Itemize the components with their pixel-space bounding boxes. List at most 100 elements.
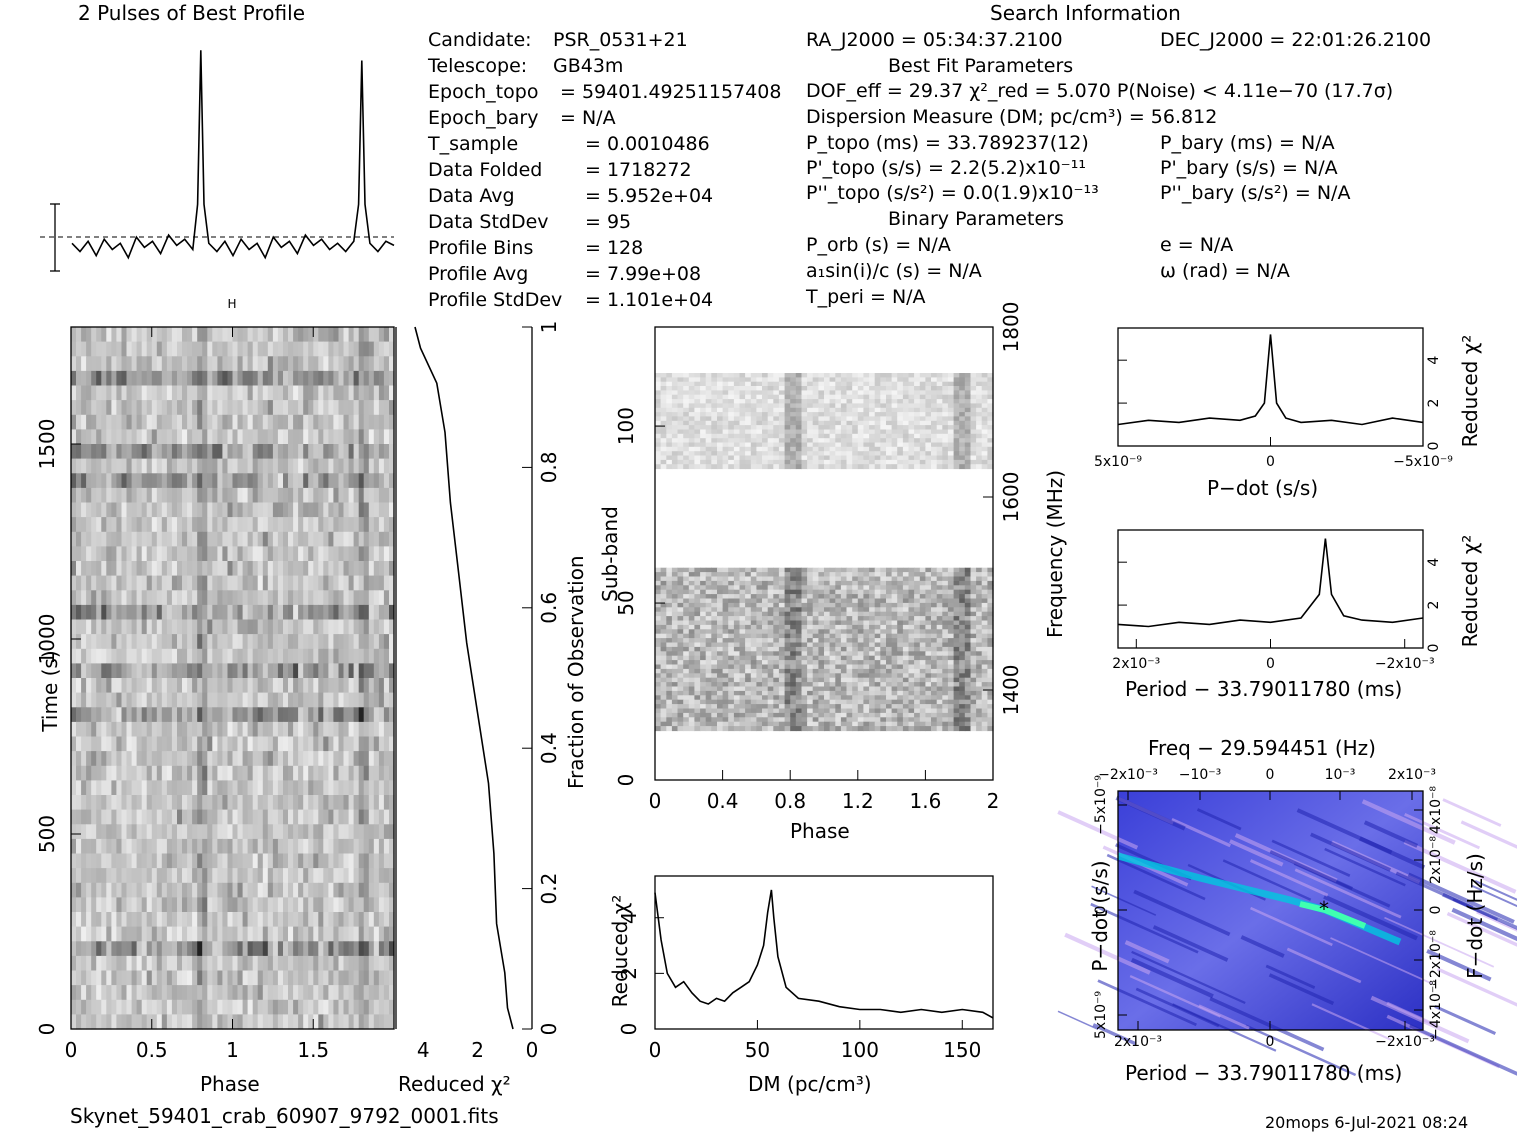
- subband-cell: [903, 399, 909, 404]
- heatmap-cell: [248, 605, 254, 620]
- heatmap-cell: [187, 854, 193, 869]
- subband-cell: [773, 386, 779, 391]
- heatmap-cell: [354, 488, 360, 503]
- subband-cell: [897, 399, 903, 404]
- heatmap-cell: [374, 503, 380, 518]
- subband-cell: [672, 430, 678, 435]
- heatmap-cell: [298, 356, 304, 371]
- subband-cell: [818, 434, 824, 439]
- heatmap-cell: [384, 663, 390, 678]
- heatmap-cell: [222, 927, 228, 942]
- heatmap-cell: [86, 663, 92, 678]
- heatmap-cell: [328, 868, 334, 883]
- heatmap-cell: [248, 751, 254, 766]
- heatmap-cell: [217, 663, 223, 678]
- heatmap-cell: [323, 415, 329, 430]
- heatmap-cell: [288, 444, 294, 459]
- heatmap-cell: [313, 795, 319, 810]
- subband-cell: [740, 599, 746, 604]
- subband-cell: [965, 568, 971, 573]
- heatmap-cell: [86, 912, 92, 927]
- heatmap-cell: [333, 810, 339, 825]
- heatmap-cell: [167, 634, 173, 649]
- subband-cell: [655, 395, 661, 400]
- subband-cell: [880, 447, 886, 452]
- heatmap-cell: [339, 678, 345, 693]
- heatmap-cell: [248, 985, 254, 1000]
- heatmap-cell: [233, 941, 239, 956]
- heatmap-cell: [71, 737, 77, 752]
- subband-cell: [734, 603, 740, 608]
- heatmap-cell: [333, 956, 339, 971]
- subband-cell: [903, 443, 909, 448]
- subband-cell: [745, 581, 751, 586]
- subband-cell: [683, 443, 689, 448]
- heatmap-cell: [384, 912, 390, 927]
- heatmap-cell: [197, 927, 203, 942]
- heatmap-cell: [268, 649, 274, 664]
- subband-cell: [847, 395, 853, 400]
- heatmap-cell: [207, 883, 213, 898]
- heatmap-cell: [308, 444, 314, 459]
- heatmap-cell: [359, 415, 365, 430]
- heatmap-cell: [76, 897, 82, 912]
- heatmap-cell: [106, 854, 112, 869]
- heatmap-cell: [76, 912, 82, 927]
- subband-cell: [689, 408, 695, 413]
- heatmap-cell: [323, 854, 329, 869]
- subband-cell: [723, 590, 729, 595]
- heatmap-cell: [147, 971, 153, 986]
- subband-cell: [762, 416, 768, 421]
- heatmap-cell: [132, 546, 138, 561]
- heatmap-cell: [228, 605, 234, 620]
- heatmap-cell: [197, 707, 203, 722]
- heatmap-cell: [142, 561, 148, 576]
- heatmap-cell: [182, 883, 188, 898]
- heatmap-cell: [374, 590, 380, 605]
- subband-cell: [711, 382, 717, 387]
- subband-cell: [982, 456, 988, 461]
- subband-cell: [920, 581, 926, 586]
- heatmap-cell: [101, 751, 107, 766]
- heatmap-cell: [217, 605, 223, 620]
- heatmap-cell: [71, 927, 77, 942]
- heatmap-cell: [288, 576, 294, 591]
- subband-cell: [909, 456, 915, 461]
- heatmap-cell: [369, 371, 375, 386]
- heatmap-cell: [177, 693, 183, 708]
- subband-cell: [858, 456, 864, 461]
- subband-cell: [711, 438, 717, 443]
- heatmap-cell: [187, 824, 193, 839]
- heatmap-cell: [323, 693, 329, 708]
- heatmap-cell: [308, 590, 314, 605]
- subband-cell: [666, 443, 672, 448]
- heatmap-cell: [106, 503, 112, 518]
- heatmap-cell: [278, 956, 284, 971]
- heatmap-cell: [238, 386, 244, 401]
- heatmap-cell: [217, 693, 223, 708]
- subband-cell: [666, 599, 672, 604]
- subband-cell: [768, 373, 774, 378]
- subband-cell: [818, 408, 824, 413]
- heatmap-cell: [132, 824, 138, 839]
- heatmap-cell: [313, 927, 319, 942]
- heatmap-cell: [308, 707, 314, 722]
- subband-cell: [880, 438, 886, 443]
- heatmap-cell: [111, 634, 117, 649]
- heatmap-cell: [197, 883, 203, 898]
- subband-cell: [880, 377, 886, 382]
- heatmap-cell: [86, 927, 92, 942]
- heatmap-cell: [243, 971, 249, 986]
- heatmap-cell: [96, 810, 102, 825]
- subband-cell: [875, 438, 881, 443]
- subband-cell: [847, 456, 853, 461]
- heatmap-cell: [258, 634, 264, 649]
- subband-cell: [723, 430, 729, 435]
- heatmap-cell: [172, 576, 178, 591]
- subband-cell: [734, 377, 740, 382]
- heatmap-cell: [238, 620, 244, 635]
- subband-cell: [824, 581, 830, 586]
- subband-cell: [678, 594, 684, 599]
- subband-cell: [824, 382, 830, 387]
- heatmap-cell: [127, 576, 133, 591]
